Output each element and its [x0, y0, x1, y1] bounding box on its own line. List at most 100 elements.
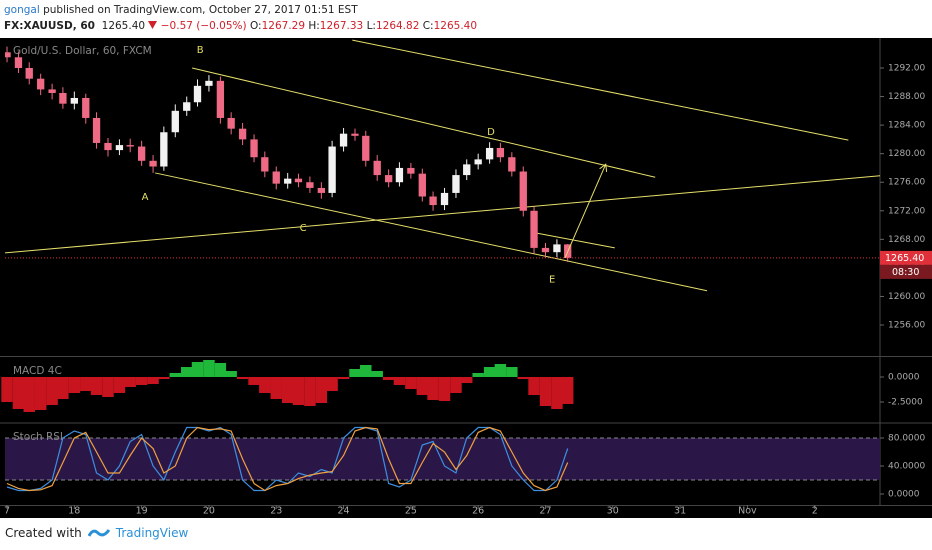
candle-body — [227, 117, 235, 129]
candle-body — [508, 157, 516, 172]
x-tick-label: 20 — [203, 506, 215, 517]
pane-title: Stoch RSI — [13, 431, 63, 443]
candle-body — [317, 187, 326, 193]
macd-bar — [191, 362, 204, 377]
macd-bar — [416, 377, 429, 395]
candle-body — [328, 146, 336, 193]
macd-bar — [46, 377, 58, 405]
x-tick-label: 19 — [136, 506, 148, 517]
annotation: B — [197, 45, 204, 56]
candle-body — [92, 117, 101, 143]
brand[interactable]: TradingView — [115, 526, 189, 540]
macd-bar — [113, 377, 126, 393]
candle-body — [496, 147, 505, 158]
y-tick-label: 1280.00 — [888, 149, 925, 159]
candle-body — [104, 142, 112, 151]
candle-body — [541, 247, 550, 253]
annotation: C — [300, 223, 307, 234]
candle-body — [137, 146, 146, 161]
candle-body — [126, 145, 134, 147]
candle-body — [238, 128, 247, 140]
x-tick-label: 25 — [405, 506, 417, 517]
macd-bar — [292, 377, 305, 405]
macd-bar — [135, 377, 148, 385]
macd-bar — [1, 377, 13, 402]
macd-bar — [124, 377, 136, 387]
trendline — [5, 175, 880, 254]
candle-body — [440, 192, 449, 206]
created-with: Created with — [5, 526, 82, 540]
y-tick-label: 1260.00 — [888, 292, 925, 302]
close: 1265.40 — [433, 20, 478, 32]
candle-body — [429, 196, 437, 206]
candle-body — [463, 164, 471, 176]
trendline — [535, 232, 615, 249]
y-tick-label: 1272.00 — [888, 206, 925, 216]
macd-bar — [203, 360, 215, 377]
candle-body — [519, 171, 527, 211]
candle-body — [395, 167, 404, 183]
candle-body — [530, 210, 538, 248]
trendline — [192, 67, 656, 178]
macd-bar — [57, 377, 69, 399]
macd-bar — [225, 371, 237, 377]
trendline — [352, 39, 849, 141]
macd-bar — [90, 377, 103, 395]
x-tick-label: Nov — [738, 506, 757, 517]
y-tick-label: -2.5000 — [888, 398, 923, 408]
open-label: O: — [249, 20, 262, 32]
candle-body — [183, 102, 191, 111]
macd-bar — [483, 367, 496, 377]
logo[interactable] — [87, 527, 110, 539]
candle-body — [14, 57, 23, 68]
macd-bar — [181, 367, 193, 377]
candle-body — [37, 78, 45, 90]
y-tick-label: 1268.00 — [888, 235, 925, 245]
macd-bar — [517, 377, 529, 379]
macd-bar — [494, 364, 507, 377]
macd-bar — [236, 377, 249, 379]
y-tick-label: 1284.00 — [888, 121, 925, 131]
x-tick-label: 23 — [270, 506, 282, 517]
published: published on TradingView.com, October 27… — [43, 4, 358, 16]
macd-bar — [315, 377, 328, 403]
time-tag-label: 08:30 — [892, 267, 919, 278]
author[interactable]: gongal — [4, 4, 40, 16]
candle-body — [193, 85, 202, 103]
x-tick-label: 30 — [607, 506, 619, 517]
candle-body — [306, 182, 314, 188]
x-tick-label: 18 — [68, 506, 80, 517]
y-tick-label: 1292.00 — [888, 63, 925, 73]
macd-bar — [405, 377, 417, 389]
macd-bar — [360, 365, 372, 377]
candle-body — [362, 135, 370, 161]
macd-bar — [304, 377, 316, 406]
macd-bar — [259, 377, 271, 393]
x-tick-label: 7 — [4, 506, 10, 517]
macd-bar — [12, 377, 25, 409]
annotation: E — [549, 274, 555, 285]
candle-body — [407, 167, 415, 174]
time-tag — [880, 264, 932, 279]
candle-body — [160, 132, 168, 167]
candle-body — [294, 178, 303, 183]
macd-bar — [561, 377, 574, 404]
macd-bar — [461, 377, 473, 383]
candle-body — [452, 175, 460, 193]
macd-bar — [214, 363, 227, 377]
stoch-line — [6, 426, 569, 492]
macd-bar — [102, 377, 114, 397]
candle-body — [418, 173, 426, 197]
macd-bar — [438, 377, 451, 401]
macd-bar — [551, 377, 563, 409]
x-tick-label: 27 — [539, 506, 551, 517]
candle-body — [5, 52, 11, 58]
close-label: C: — [422, 20, 434, 32]
y-tick-label: 0.0000 — [888, 373, 920, 383]
annotation: D — [487, 127, 495, 138]
low-label: L: — [366, 20, 376, 32]
candle-body — [115, 145, 124, 151]
candle-body — [216, 80, 225, 118]
candle-body — [59, 92, 67, 104]
